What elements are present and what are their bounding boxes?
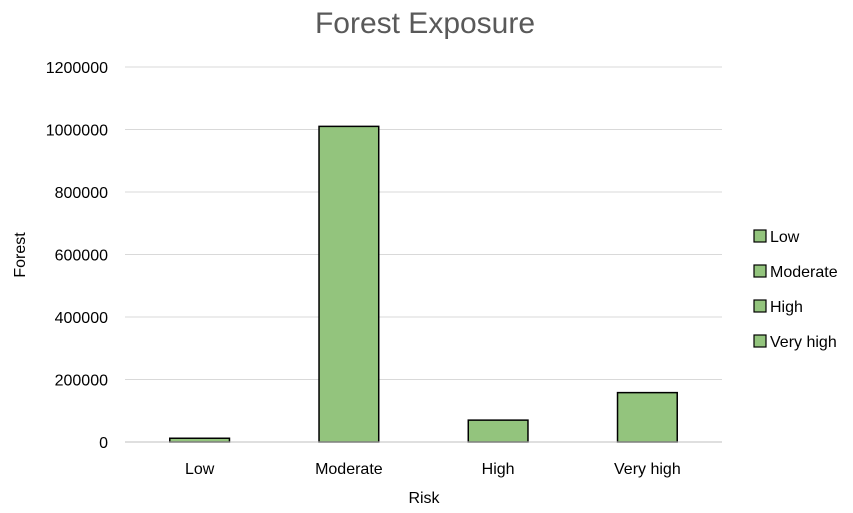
y-axis-ticks: 0 200000 400000 600000 800000 1000000 1200000 — [46, 60, 108, 452]
y-axis-label: Forest — [12, 232, 29, 278]
legend-swatch — [753, 229, 767, 243]
bar-moderate — [318, 125, 380, 443]
x-tick-label: Low — [185, 461, 215, 478]
y-tick-label: 1000000 — [46, 123, 108, 140]
chart-title: Forest Exposure — [315, 7, 535, 40]
legend-swatch — [753, 299, 767, 313]
y-tick-label: 200000 — [55, 373, 108, 390]
bar-very-high — [616, 391, 678, 443]
x-tick-label: Moderate — [315, 461, 383, 478]
x-tick-label: Very high — [614, 461, 681, 478]
legend-swatch — [753, 264, 767, 278]
legend: Low Moderate High Very high — [753, 229, 838, 351]
gridlines — [125, 66, 722, 380]
legend-label: Moderate — [770, 264, 838, 281]
bar-low — [169, 437, 231, 443]
y-tick-label: 400000 — [55, 310, 108, 327]
bars — [169, 125, 678, 443]
x-tick-label: High — [482, 461, 515, 478]
y-tick-label: 0 — [99, 435, 108, 452]
y-tick-label: 600000 — [55, 248, 108, 265]
y-tick-label: 800000 — [55, 185, 108, 202]
bar-high — [467, 419, 529, 443]
x-axis-label: Risk — [408, 490, 440, 507]
legend-label: Very high — [770, 334, 837, 351]
legend-label: High — [770, 299, 803, 316]
x-axis-ticks: Low Moderate High Very high — [185, 461, 681, 478]
legend-label: Low — [770, 229, 800, 246]
legend-swatch — [753, 334, 767, 348]
y-tick-label: 1200000 — [46, 60, 108, 77]
